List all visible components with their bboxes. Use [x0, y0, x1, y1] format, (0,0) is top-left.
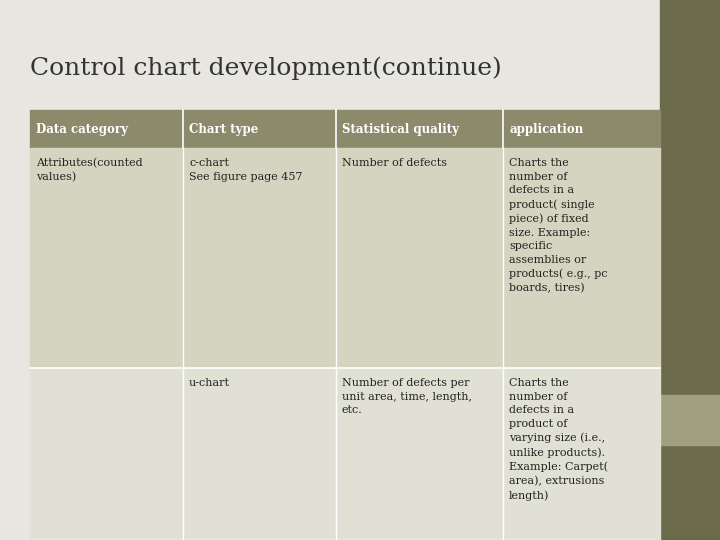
Text: Control chart development(continue): Control chart development(continue)	[30, 56, 502, 80]
Bar	[503, 368, 660, 540]
Text: Charts the
number of
defects in a
product of
varying size (i.e.,
unlike products: Charts the number of defects in a produc…	[509, 378, 608, 501]
Bar	[30, 368, 183, 540]
Bar	[660, 0, 720, 540]
Bar	[336, 148, 503, 368]
Bar	[660, 395, 720, 445]
Bar	[503, 148, 660, 368]
Bar	[336, 368, 503, 540]
Text: Number of defects per
unit area, time, length,
etc.: Number of defects per unit area, time, l…	[342, 378, 472, 415]
Bar	[30, 110, 183, 148]
Bar	[183, 368, 336, 540]
Text: c-chart
See figure page 457: c-chart See figure page 457	[189, 158, 302, 181]
Text: Statistical quality: Statistical quality	[342, 123, 459, 136]
Bar	[503, 110, 660, 148]
Text: Chart type: Chart type	[189, 123, 258, 136]
Text: Attributes(counted
values): Attributes(counted values)	[36, 158, 143, 183]
Text: Data category: Data category	[36, 123, 128, 136]
Bar	[336, 110, 503, 148]
Text: Charts the
number of
defects in a
product( single
piece) of fixed
size. Example:: Charts the number of defects in a produc…	[509, 158, 608, 293]
Text: application: application	[509, 123, 583, 136]
Text: u-chart: u-chart	[189, 378, 230, 388]
Bar	[30, 148, 183, 368]
Bar	[183, 110, 336, 148]
Bar	[183, 148, 336, 368]
Text: Number of defects: Number of defects	[342, 158, 447, 168]
